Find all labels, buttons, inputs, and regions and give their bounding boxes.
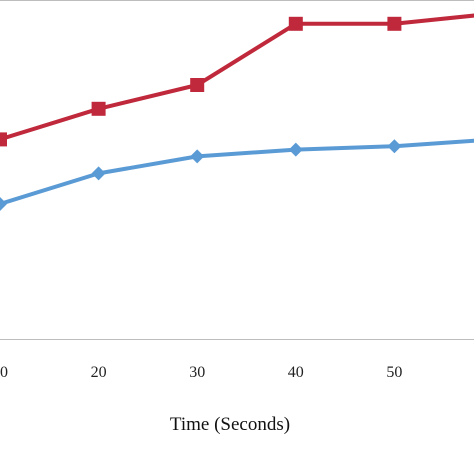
x-tick-label: 20: [91, 364, 107, 381]
series-layer: [0, 13, 474, 211]
series-2-point: [387, 139, 402, 154]
series-2-point: [0, 197, 7, 211]
x-tick-label: 50: [386, 364, 402, 381]
series-2-point: [288, 142, 303, 157]
series-1: [0, 13, 474, 147]
series-1-point: [0, 132, 7, 147]
series-1-point: [91, 101, 106, 116]
x-tick-labels: 10 20 30 40 50: [0, 364, 402, 381]
series-2: [0, 138, 474, 211]
series-1-point: [190, 78, 205, 92]
plot-frame: [0, 0, 474, 340]
series-1-point: [387, 16, 402, 31]
series-2-point: [190, 149, 205, 164]
x-tick-label: 30: [189, 364, 205, 381]
series-1-point: [288, 16, 303, 31]
series-1-line: [0, 13, 474, 142]
series-2-line: [0, 138, 474, 206]
series-2-point: [91, 166, 106, 181]
x-tick-label: 10: [0, 364, 8, 381]
x-tick-label: 40: [288, 364, 304, 381]
x-axis-title: Time (Seconds): [170, 414, 290, 435]
